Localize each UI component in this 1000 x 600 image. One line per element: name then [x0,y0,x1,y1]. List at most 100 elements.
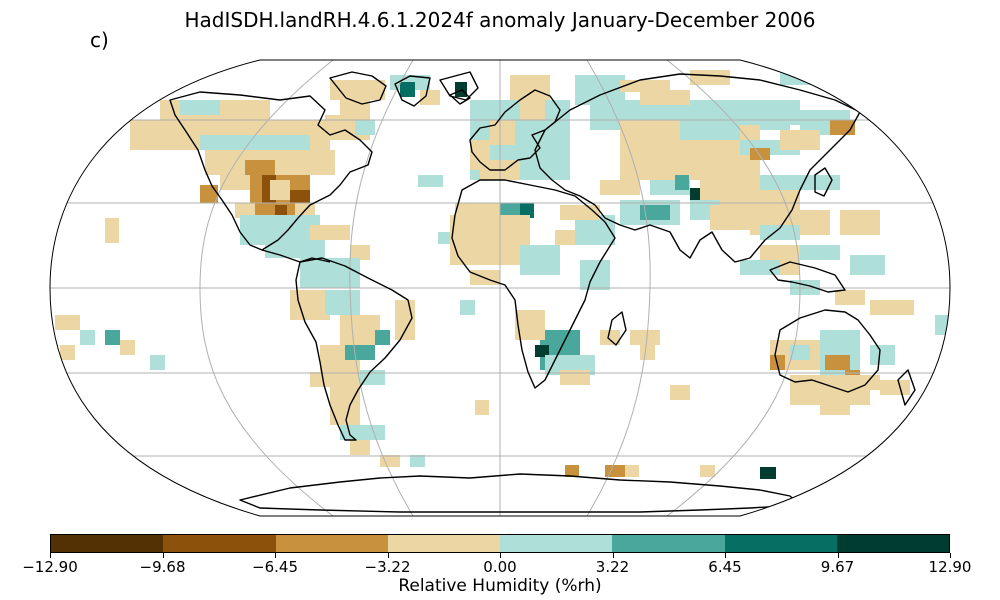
anomaly-cell [500,203,520,218]
anomaly-cell [200,185,218,203]
colorbar-tick-mark [275,553,276,558]
colorbar-tick-mark [50,553,51,558]
anomaly-cell [675,175,689,190]
anomaly-cell [540,120,570,140]
anomaly-cell [450,215,530,265]
anomaly-cell [400,82,415,97]
anomaly-cell [600,180,640,195]
anomaly-cell [455,203,500,218]
anomaly-cell [640,90,690,105]
anomaly-cell [580,260,610,290]
anomaly-cell [640,345,655,360]
anomaly-cell [265,240,325,258]
anomaly-cell [780,130,820,150]
anomaly-cell [820,395,850,415]
anomaly-cell [870,345,895,365]
colorbar-tick-mark [162,553,164,558]
colorbar-tick-label: 3.22 [595,558,630,576]
anomaly-cell [105,218,119,243]
anomaly-cell [330,385,360,425]
anomaly-cell [850,255,885,275]
colorbar-segment [275,535,388,552]
anomaly-cell [418,175,443,187]
anomaly-cell [340,100,370,115]
anomaly-cell [620,80,670,92]
colorbar-segment [163,535,276,552]
anomaly-cell [420,90,440,105]
anomaly-cell [340,315,380,345]
anomaly-cell [520,100,545,120]
anomaly-cell [710,205,750,230]
anomaly-cell [350,245,370,260]
anomaly-cell [840,210,880,235]
anomaly-cell [700,465,715,477]
colorbar-segment [836,535,949,552]
anomaly-grid-cells [55,70,949,479]
anomaly-cell [395,300,415,340]
anomaly-cell [345,345,375,360]
anomaly-cell [200,135,310,150]
colorbar-tick-label: −9.68 [139,558,186,576]
anomaly-cell [670,385,690,400]
anomaly-cell [330,80,385,100]
colorbar-tick-mark [387,553,389,558]
anomaly-cell [520,203,534,218]
colorbar-segment [724,535,837,552]
colorbar-tick-label: 0.00 [483,558,517,576]
anomaly-cell [475,400,489,415]
anomaly-cell [490,120,515,145]
anomaly-cell [80,330,95,345]
anomaly-cell [565,465,579,477]
anomaly-cell [460,300,475,315]
anomaly-cell [850,375,880,390]
anomaly-cell [360,370,385,385]
anomaly-cell [180,100,220,115]
colorbar-tick-mark [725,553,726,558]
anomaly-cell [380,455,400,467]
anomaly-cell [880,380,910,395]
anomaly-cell [800,245,840,260]
colorbar-tick-mark [500,553,501,558]
anomaly-cell [290,290,330,320]
anomaly-cell [605,465,625,477]
colorbar-segment [387,535,500,552]
colorbar-segment [612,535,725,552]
anomaly-cell [355,120,375,135]
anomaly-cell [60,345,75,360]
anomaly-cell [740,260,780,275]
anomaly-cell [825,355,850,370]
colorbar-tick-label: 6.45 [708,558,742,576]
anomaly-cell [105,330,120,345]
anomaly-cell [290,190,310,203]
map-title: HadISDH.landRH.4.6.1.2024f anomaly Janua… [184,8,816,32]
anomaly-cell [325,290,360,315]
anomaly-cell [835,290,865,305]
panel-label: c) [90,28,109,52]
colorbar-tick-label: −12.90 [22,558,78,576]
anomaly-cell [310,225,350,240]
anomaly-cell [350,440,370,455]
anomaly-cell [55,315,80,330]
anomaly-cell [600,330,620,345]
anomaly-cell [560,370,590,385]
colorbar-tick-label: 9.67 [820,558,855,576]
anomaly-cell [270,180,290,200]
anomaly-cell [870,300,900,315]
anomaly-cell [630,330,660,345]
anomaly-cell [690,70,730,85]
anomaly-cell [410,455,425,467]
anomaly-cell [520,245,560,275]
colorbar-tick-label: −3.22 [364,558,411,576]
anomaly-cell [120,340,135,355]
anomaly-cell [310,372,330,387]
anomaly-cell [900,300,914,315]
anomaly-cell [275,205,287,217]
colorbar-tick-label: 12.90 [928,558,972,576]
anomaly-cell [720,100,800,125]
anomaly-cell [510,75,550,100]
anomaly-cell [760,467,776,479]
anomaly-cell [780,70,820,85]
anomaly-cell [935,315,949,335]
anomaly-cell [150,355,165,370]
anomaly-cell [375,330,390,345]
